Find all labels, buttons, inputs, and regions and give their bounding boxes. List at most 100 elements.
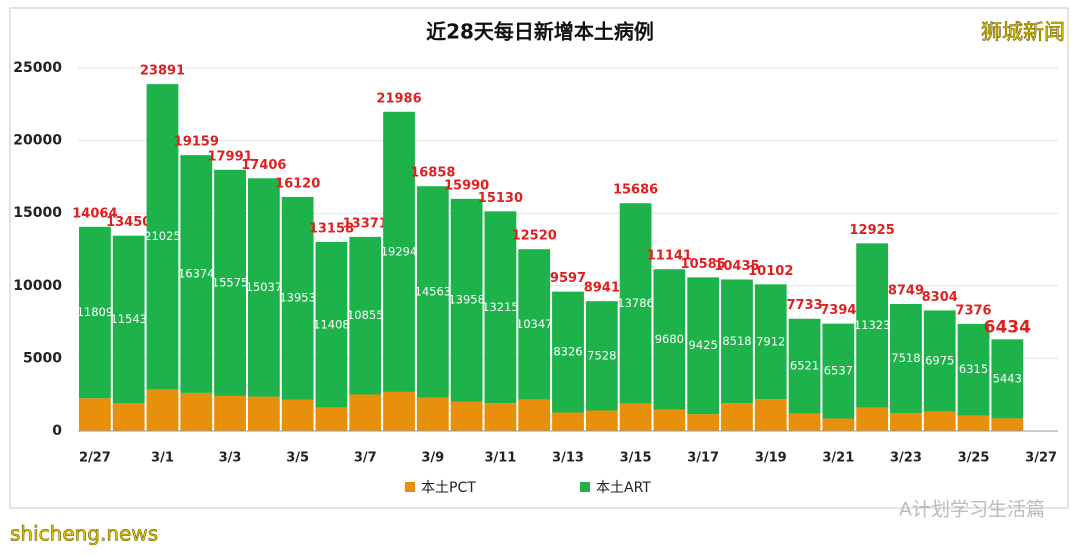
bar-segment [315, 407, 348, 431]
y-tick-label: 5000 [23, 350, 62, 366]
data-label: 1917 [722, 434, 751, 448]
data-label: 13953 [279, 291, 316, 305]
data-label: 11408 [313, 317, 350, 331]
total-label: 6434 [984, 317, 1031, 337]
data-label: 6975 [925, 354, 954, 368]
bar-segment [619, 403, 652, 431]
x-tick-label: 3/11 [484, 451, 516, 466]
data-label: 6315 [959, 362, 988, 376]
data-label: 13786 [617, 296, 654, 310]
bar-segment [450, 198, 483, 402]
data-label: 1915 [486, 434, 515, 448]
data-label: 13958 [448, 293, 485, 307]
data-label: 6521 [790, 359, 819, 373]
bar-segment [619, 203, 652, 404]
watermark: 狮城新闻 [981, 20, 1065, 44]
data-label: 9425 [689, 338, 718, 352]
data-label: 857 [827, 434, 849, 448]
y-tick-label: 15000 [13, 205, 62, 221]
total-label: 10102 [748, 264, 793, 279]
data-label: 2692 [384, 434, 413, 448]
legend-label: 本土PCT [421, 480, 476, 496]
bar-segment [180, 155, 213, 393]
x-tick-label: 3/17 [687, 451, 719, 466]
x-tick-label: 3/7 [354, 451, 377, 466]
x-tick-label: 3/27 [1025, 451, 1057, 466]
bar-segment [957, 323, 990, 416]
x-tick-label: 3/23 [890, 451, 922, 466]
total-label: 11141 [647, 249, 692, 264]
bar-segment [687, 277, 720, 415]
bar-segment [822, 323, 855, 419]
x-tick-label: 3/19 [755, 451, 787, 466]
total-label: 13158 [309, 221, 354, 236]
data-label: 2032 [452, 434, 481, 448]
bar-segment [214, 169, 246, 396]
bar-segment [518, 249, 551, 400]
bar-segment [754, 399, 787, 431]
bar-segment [79, 226, 111, 399]
x-tick-label: 3/5 [286, 451, 309, 466]
total-label: 15990 [444, 178, 489, 193]
bar-segment [890, 303, 922, 414]
total-label: 8304 [922, 290, 958, 305]
bar-segment [146, 84, 179, 390]
y-tick-label: 10000 [13, 278, 62, 294]
total-label: 17991 [207, 149, 252, 164]
data-label: 19294 [381, 244, 418, 258]
data-label: 1413 [587, 434, 616, 448]
chart-title: 近28天每日新增本土病例 [426, 20, 654, 44]
bar-segment [349, 236, 382, 395]
bar-segment [653, 269, 686, 410]
data-label: 2516 [351, 434, 380, 448]
bar-segment [991, 339, 1024, 419]
bar-segment [687, 414, 720, 431]
data-label: 869 [996, 434, 1018, 448]
data-label: 13215 [482, 300, 519, 314]
data-label: 1602 [857, 434, 886, 448]
bar-segment [653, 409, 686, 431]
y-tick-label: 0 [52, 423, 62, 439]
data-label: 11809 [77, 305, 114, 319]
total-label: 12925 [850, 223, 895, 238]
data-label: 7518 [891, 351, 920, 365]
bar-segment [552, 291, 584, 413]
x-tick-label: 3/13 [552, 451, 584, 466]
data-label: 11543 [110, 312, 147, 326]
data-label: 10347 [516, 317, 553, 331]
total-label: 13371 [343, 216, 388, 231]
data-label: 1461 [655, 434, 684, 448]
bar-segment [788, 318, 821, 414]
data-label: 7912 [756, 334, 785, 348]
data-label: 2866 [148, 434, 177, 448]
data-label: 1271 [553, 434, 582, 448]
data-label: 6537 [824, 364, 853, 378]
bar-segment [247, 178, 280, 397]
data-label: 8326 [553, 345, 582, 359]
bar-segment [315, 241, 348, 408]
data-label: 7528 [587, 348, 616, 362]
bar-segment [856, 407, 889, 431]
total-label: 9597 [550, 271, 586, 286]
data-label: 2625 [182, 434, 211, 448]
watermark: A计划学习生活篇 [899, 499, 1045, 521]
total-label: 23891 [140, 64, 185, 79]
x-tick-label: 2/27 [79, 451, 111, 466]
x-tick-label: 3/25 [958, 451, 990, 466]
bar-segment [923, 310, 956, 412]
total-label: 16120 [275, 176, 320, 191]
data-label: 1329 [925, 434, 954, 448]
total-label: 16858 [410, 166, 455, 181]
data-label: 2190 [756, 434, 785, 448]
total-label: 21986 [376, 91, 421, 106]
bar-segment [484, 211, 517, 404]
total-label: 7376 [955, 303, 991, 318]
total-label: 14064 [72, 206, 117, 221]
total-label: 19159 [174, 135, 219, 150]
watermark: shicheng.news [10, 522, 158, 546]
data-label: 1907 [114, 434, 143, 448]
bar-segment [146, 389, 179, 431]
bar-segment [247, 396, 280, 431]
bar-segment [383, 391, 415, 431]
legend-swatch [405, 482, 415, 492]
